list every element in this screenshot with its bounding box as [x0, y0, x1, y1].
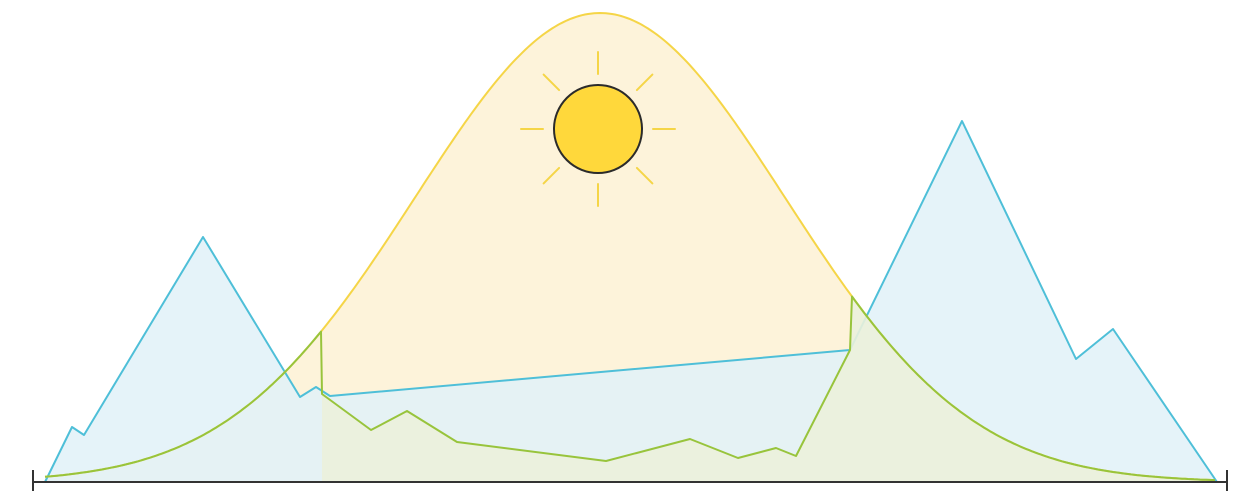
sun-rays [520, 51, 676, 207]
bell-curve-fill [45, 13, 1215, 482]
ground-outline [44, 295, 1216, 482]
ground-strip [322, 296, 1215, 482]
sun-ray [635, 73, 654, 92]
baseline-axis [32, 470, 1228, 491]
sun-icon [553, 84, 643, 174]
sun-ray [542, 73, 561, 92]
sun-ray [635, 166, 654, 185]
sun-ray [542, 166, 561, 185]
